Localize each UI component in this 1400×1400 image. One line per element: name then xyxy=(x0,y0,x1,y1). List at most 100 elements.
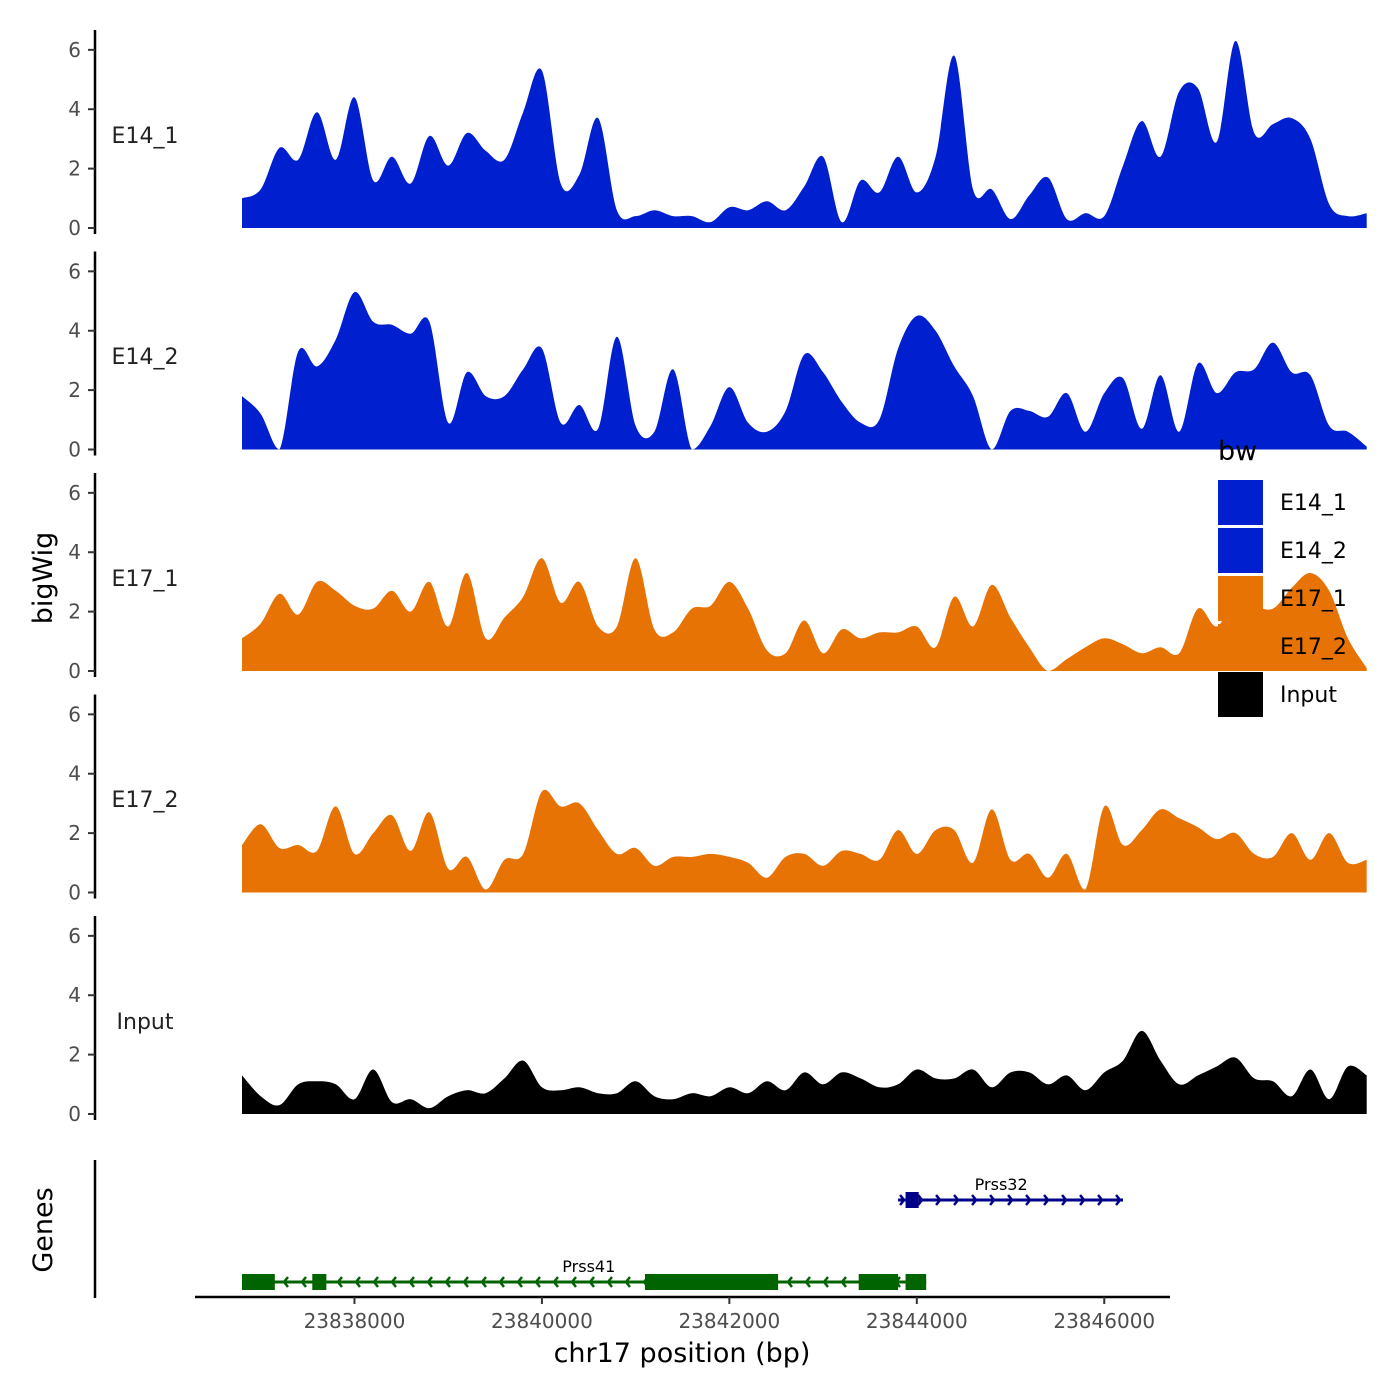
y-tick-label-e17-1-2: 2 xyxy=(68,600,81,624)
gene-exon-prss41-1 xyxy=(312,1274,327,1290)
y-tick-label-e14-1-6: 6 xyxy=(68,38,81,62)
track-label-e14-1: E14_1 xyxy=(112,124,179,149)
y-tick-label-e14-1-2: 2 xyxy=(68,157,81,181)
x-tick-label-23844000: 23844000 xyxy=(866,1309,968,1333)
track-label-e17-2: E17_2 xyxy=(112,788,179,813)
y-tick-label-e14-1-0: 0 xyxy=(68,216,81,240)
gene-strand-chevron-prss32 xyxy=(1061,1194,1068,1206)
y-tick-label-e14-2-0: 0 xyxy=(68,438,81,462)
legend-entry-e17-1: E17_1 xyxy=(1218,576,1347,621)
track-e17-1: 0 2 4 6 xyxy=(68,473,1367,683)
track-panels: E14_1 E14_2 E17_1 E17_2 Input xyxy=(112,124,179,1035)
x-axis: 23838000 23840000 23842000 23844000 23846000 xyxy=(195,1295,1170,1333)
gene-strand-chevron-prss32 xyxy=(899,1194,906,1206)
y-tick-label-e17-1-6: 6 xyxy=(68,481,81,505)
y-tick-label-e17-2-4: 4 xyxy=(68,762,81,786)
track-panel-e17-1: E17_1 xyxy=(112,567,179,592)
gene-strand-chevron-prss41 xyxy=(516,1276,523,1288)
y-tick-label-input-6: 6 xyxy=(68,924,81,948)
gene-strand-chevron-prss32 xyxy=(1079,1194,1086,1206)
y-tick-label-e14-2-6: 6 xyxy=(68,259,81,283)
gene-strand-chevron-prss41 xyxy=(840,1276,847,1288)
genes-track-title: Genes xyxy=(28,1187,59,1272)
x-tick-label-23840000: 23840000 xyxy=(491,1309,593,1333)
gene-strand-chevron-prss41 xyxy=(480,1276,487,1288)
gene-exon-prss41-3 xyxy=(858,1274,899,1290)
y-tick-label-e14-1-4: 4 xyxy=(68,97,81,121)
track-e17-2: 0 2 4 6 xyxy=(68,694,1367,905)
x-tick-label-23838000: 23838000 xyxy=(304,1309,406,1333)
legend-label-e17-2: E17_2 xyxy=(1280,635,1347,660)
gene-strand-chevron-prss41 xyxy=(804,1276,811,1288)
area-e14-2 xyxy=(242,291,1367,450)
legend-title: bw xyxy=(1218,436,1257,467)
track-label-e17-1: E17_1 xyxy=(112,567,179,592)
gene-exon-prss41-4 xyxy=(905,1274,927,1290)
gene-strand-chevron-prss41 xyxy=(390,1276,397,1288)
gene-strand-chevron-prss41 xyxy=(588,1276,595,1288)
area-e17-1 xyxy=(242,558,1367,671)
gene-exon-prss41-0 xyxy=(242,1274,275,1290)
gene-exon-prss41-2 xyxy=(645,1274,779,1290)
legend-label-input: Input xyxy=(1280,683,1337,708)
y-tick-label-e17-1-0: 0 xyxy=(68,659,81,683)
gene-prss41: Prss41 xyxy=(242,1257,927,1290)
y-tick-label-e17-2-6: 6 xyxy=(68,702,81,726)
legend-entry-input: Input xyxy=(1218,672,1337,717)
gene-strand-chevron-prss41 xyxy=(624,1276,631,1288)
gene-strand-chevron-prss32 xyxy=(1007,1194,1014,1206)
gene-strand-chevron-prss41 xyxy=(570,1276,577,1288)
track-label-input: Input xyxy=(117,1010,174,1035)
y-tick-label-e17-1-4: 4 xyxy=(68,540,81,564)
gene-strand-chevron-prss32 xyxy=(935,1194,942,1206)
area-e17-2 xyxy=(242,789,1367,893)
track-panel-e14-1: E14_1 xyxy=(112,124,179,149)
y-tick-label-input-2: 2 xyxy=(68,1043,81,1067)
gene-strand-chevron-prss41 xyxy=(552,1276,559,1288)
gene-strand-chevron-prss32 xyxy=(989,1194,996,1206)
gene-strand-chevron-prss32 xyxy=(1043,1194,1050,1206)
legend: bw E14_1 E14_2 E17_1 E17_2 Input xyxy=(1218,436,1347,717)
gene-strand-chevron-prss41 xyxy=(300,1276,307,1288)
gene-label-prss41: Prss41 xyxy=(562,1257,615,1276)
gene-strand-chevron-prss41 xyxy=(426,1276,433,1288)
gene-strand-chevron-prss32 xyxy=(917,1194,924,1206)
legend-swatch-e14-1 xyxy=(1218,480,1263,525)
track-label-e14-2: E14_2 xyxy=(112,345,179,370)
gene-strand-chevron-prss41 xyxy=(534,1276,541,1288)
y-tick-label-input-0: 0 xyxy=(68,1102,81,1126)
gene-strand-chevron-prss32 xyxy=(1115,1194,1122,1206)
track-panel-e17-2: E17_2 xyxy=(112,788,179,813)
gene-strand-chevron-prss41 xyxy=(372,1276,379,1288)
legend-swatch-e14-2 xyxy=(1218,528,1263,573)
legend-swatch-e17-1 xyxy=(1218,576,1263,621)
gene-strand-chevron-prss32 xyxy=(971,1194,978,1206)
gene-track-layer: Prss32 Prss41 xyxy=(93,1160,1123,1298)
legend-entry-e14-1: E14_1 xyxy=(1218,480,1347,525)
gene-strand-chevron-prss41 xyxy=(354,1276,361,1288)
area-e14-1 xyxy=(242,40,1367,228)
gene-strand-chevron-prss41 xyxy=(282,1276,289,1288)
track-panel-input: Input xyxy=(117,1010,174,1035)
y-tick-label-e14-2-4: 4 xyxy=(68,319,81,343)
legend-entries: E14_1 E14_2 E17_1 E17_2 Input xyxy=(1218,480,1347,717)
gene-label-prss32: Prss32 xyxy=(975,1175,1028,1194)
x-tick-label-23846000: 23846000 xyxy=(1053,1309,1155,1333)
gene-strand-chevron-prss41 xyxy=(336,1276,343,1288)
gene-strand-chevron-prss41 xyxy=(408,1276,415,1288)
gene-strand-chevron-prss41 xyxy=(822,1276,829,1288)
gene-strand-chevron-prss41 xyxy=(444,1276,451,1288)
y-tick-label-input-4: 4 xyxy=(68,983,81,1007)
legend-label-e14-2: E14_2 xyxy=(1280,539,1347,564)
gene-exon-prss32-0 xyxy=(905,1192,919,1208)
gene-strand-chevron-prss41 xyxy=(462,1276,469,1288)
gene-strand-chevron-prss41 xyxy=(786,1276,793,1288)
gene-strand-chevron-prss32 xyxy=(1097,1194,1104,1206)
gene-strand-chevron-prss41 xyxy=(606,1276,613,1288)
gene-strand-chevron-prss41 xyxy=(498,1276,505,1288)
track-input: 0 2 4 6 xyxy=(68,916,1367,1126)
gene-strand-chevron-prss32 xyxy=(1025,1194,1032,1206)
y-tick-label-e17-2-2: 2 xyxy=(68,821,81,845)
legend-entry-e14-2: E14_2 xyxy=(1218,528,1347,573)
area-input xyxy=(242,1030,1367,1114)
